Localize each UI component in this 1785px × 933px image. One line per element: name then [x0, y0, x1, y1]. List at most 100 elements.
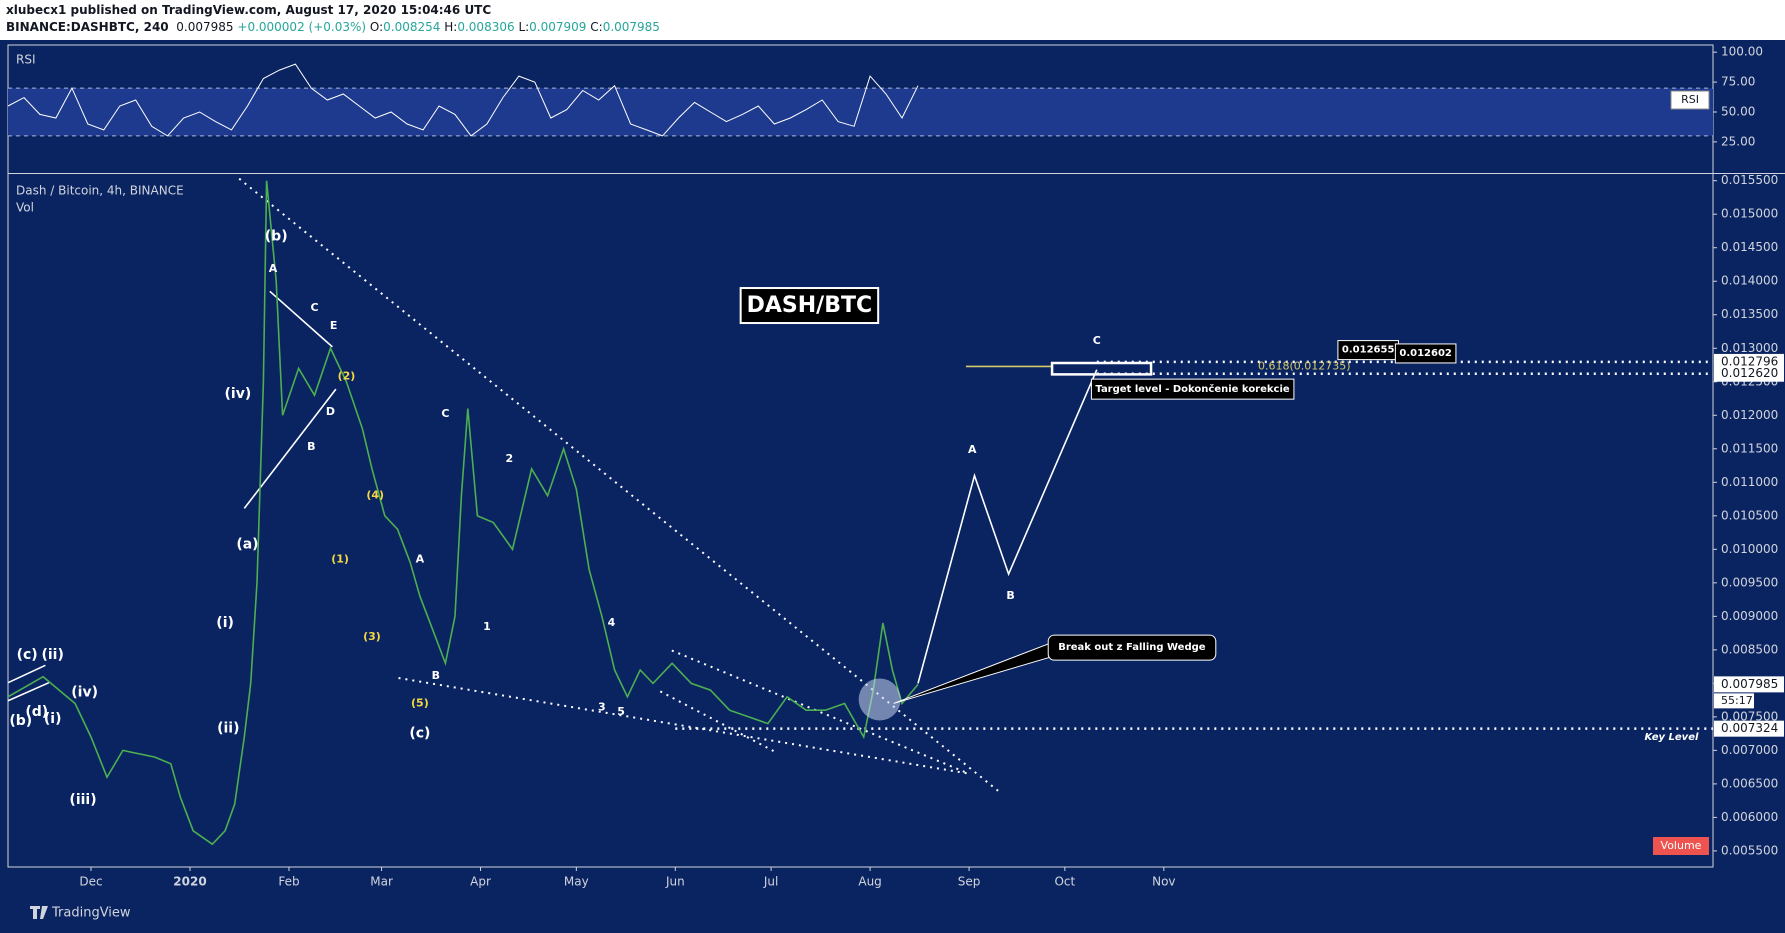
- wave-label: C: [1093, 334, 1101, 347]
- rsi-legend: RSI: [16, 53, 36, 67]
- subwave-label: (1): [331, 552, 349, 565]
- rsi-line: [8, 63, 919, 137]
- note-text: 0.012602: [1399, 348, 1452, 359]
- note-group: 0.618(0.012735): [1258, 359, 1351, 372]
- note-group: Break out z Falling Wedge: [893, 634, 1217, 704]
- y-tick-label: 100.00: [1721, 45, 1763, 59]
- y-tick-label: 0.013500: [1721, 307, 1778, 321]
- subwave-label: (4): [366, 489, 384, 502]
- breakout-circle: [858, 678, 901, 721]
- footer-brand: TradingView: [51, 906, 131, 921]
- wave-label: C: [310, 301, 318, 314]
- y-tick-label: 25.00: [1721, 134, 1755, 148]
- y-tick-label: 0.011000: [1721, 475, 1778, 489]
- y-tick-label: 0.006000: [1721, 810, 1778, 824]
- subwave-label: (3): [363, 630, 381, 643]
- note-group: 0.012602: [1394, 343, 1457, 364]
- x-tick-label: Sep: [958, 875, 981, 889]
- x-tick-label: 2020: [173, 875, 206, 889]
- note-box: [1047, 634, 1217, 661]
- wave-label: E: [330, 319, 338, 332]
- note-text: Key Level: [1645, 732, 1699, 743]
- wave-label: 3: [598, 700, 606, 713]
- y-tick-label: 50.00: [1721, 104, 1755, 118]
- note-text: Break out z Falling Wedge: [1058, 642, 1206, 653]
- y-tick-label: 0.005500: [1721, 843, 1778, 857]
- volume-tag-bg: [1653, 837, 1709, 855]
- callout-tail: [893, 642, 1051, 704]
- ohlc-label: L:: [518, 20, 530, 34]
- price-line: [8, 180, 919, 846]
- y-tick-label: 0.009500: [1721, 575, 1778, 589]
- price-pane: (b)ACE(iv)DB(a)(i)(ii) (c)ABC12345(iii)(i…: [8, 177, 1713, 846]
- y-tick-label: 0.007000: [1721, 743, 1778, 757]
- price-tag: 0.012620: [1721, 366, 1778, 380]
- wave-label: A: [968, 443, 977, 456]
- wave-label: (iv): [225, 386, 252, 402]
- y-tick-label: 0.014500: [1721, 240, 1778, 254]
- x-tick-label: Apr: [470, 875, 491, 889]
- footer-logo: [30, 906, 48, 919]
- ohlc-label: C:: [590, 20, 603, 34]
- rsi-band: [8, 88, 1713, 136]
- y-tick-label: 0.009000: [1721, 609, 1778, 623]
- volume-tag: Volume: [1661, 839, 1702, 852]
- wave-label: D: [326, 405, 335, 418]
- subwave-label: (5): [411, 696, 429, 709]
- x-tick-label: Mar: [370, 875, 393, 889]
- x-tick-label: Jul: [763, 875, 778, 889]
- x-tick-label: Feb: [278, 875, 299, 889]
- wave-label: (i): [44, 711, 62, 727]
- drawing-line: [8, 664, 46, 684]
- y-tick-label: 0.012000: [1721, 408, 1778, 422]
- wave-label: (iv): [71, 685, 98, 701]
- note-text: Target level - Dokončenie korekcie: [1095, 383, 1290, 395]
- price-tag: 0.007324: [1721, 721, 1778, 735]
- wave-label: A: [416, 552, 425, 565]
- y-tick-label: 0.010500: [1721, 508, 1778, 522]
- wave-label: (d): [25, 704, 48, 720]
- price-tag-bg: [1714, 720, 1784, 737]
- target-box: [1050, 361, 1153, 376]
- y-tick-label: 0.013000: [1721, 341, 1778, 355]
- y-tick-label: 0.015000: [1721, 207, 1778, 221]
- publish-info: xlubecx1 published on TradingView.com, A…: [6, 3, 492, 17]
- y-tick-label: 0.006500: [1721, 776, 1778, 790]
- x-tick-label: Jun: [665, 875, 685, 889]
- wave-label: C: [441, 407, 449, 420]
- wave-label: 2: [505, 452, 513, 465]
- header: xlubecx1 published on TradingView.com, A…: [6, 2, 660, 36]
- note-group: Target level - Dokončenie korekcie: [1090, 378, 1295, 400]
- drawing-line: [8, 681, 50, 702]
- wave-label: (ii): [217, 720, 239, 736]
- note-box: [1090, 378, 1295, 400]
- wave-label: (i): [216, 615, 234, 631]
- y-tick-label: 0.008500: [1721, 642, 1778, 656]
- note-text: DASH/BTC: [747, 293, 873, 318]
- note-box: [1394, 343, 1457, 364]
- countdown-bg: [1714, 693, 1754, 709]
- trend-line-dotted: [671, 649, 969, 775]
- change: +0.000002 (+0.03%): [237, 20, 367, 34]
- note-box: [739, 287, 880, 325]
- wave-label: (c): [409, 726, 430, 742]
- drawing-line: [269, 290, 333, 348]
- wave-label: (b): [265, 228, 288, 244]
- wave-label: (c): [17, 647, 38, 663]
- header-bar: [0, 0, 1785, 40]
- rsi-tag-bg: [1670, 90, 1710, 110]
- x-tick-label: Aug: [858, 875, 881, 889]
- volume-legend: Vol: [16, 201, 34, 215]
- trend-line-dotted: [659, 690, 778, 754]
- x-tick-label: Dec: [79, 875, 102, 889]
- last-price: 0.007985: [176, 20, 234, 34]
- symbol-legend: Dash / Bitcoin, 4h, BINANCE: [16, 184, 184, 198]
- wave-label: B: [1006, 589, 1014, 602]
- ohlc-label: O:: [369, 20, 384, 34]
- price-tag-bg: [1714, 676, 1784, 693]
- note-group: 0.012655: [1337, 340, 1399, 361]
- price-tag: 0.012796: [1721, 354, 1778, 368]
- ohlc-value: 0.007985: [602, 20, 660, 34]
- price-tag-bg: [1714, 365, 1784, 382]
